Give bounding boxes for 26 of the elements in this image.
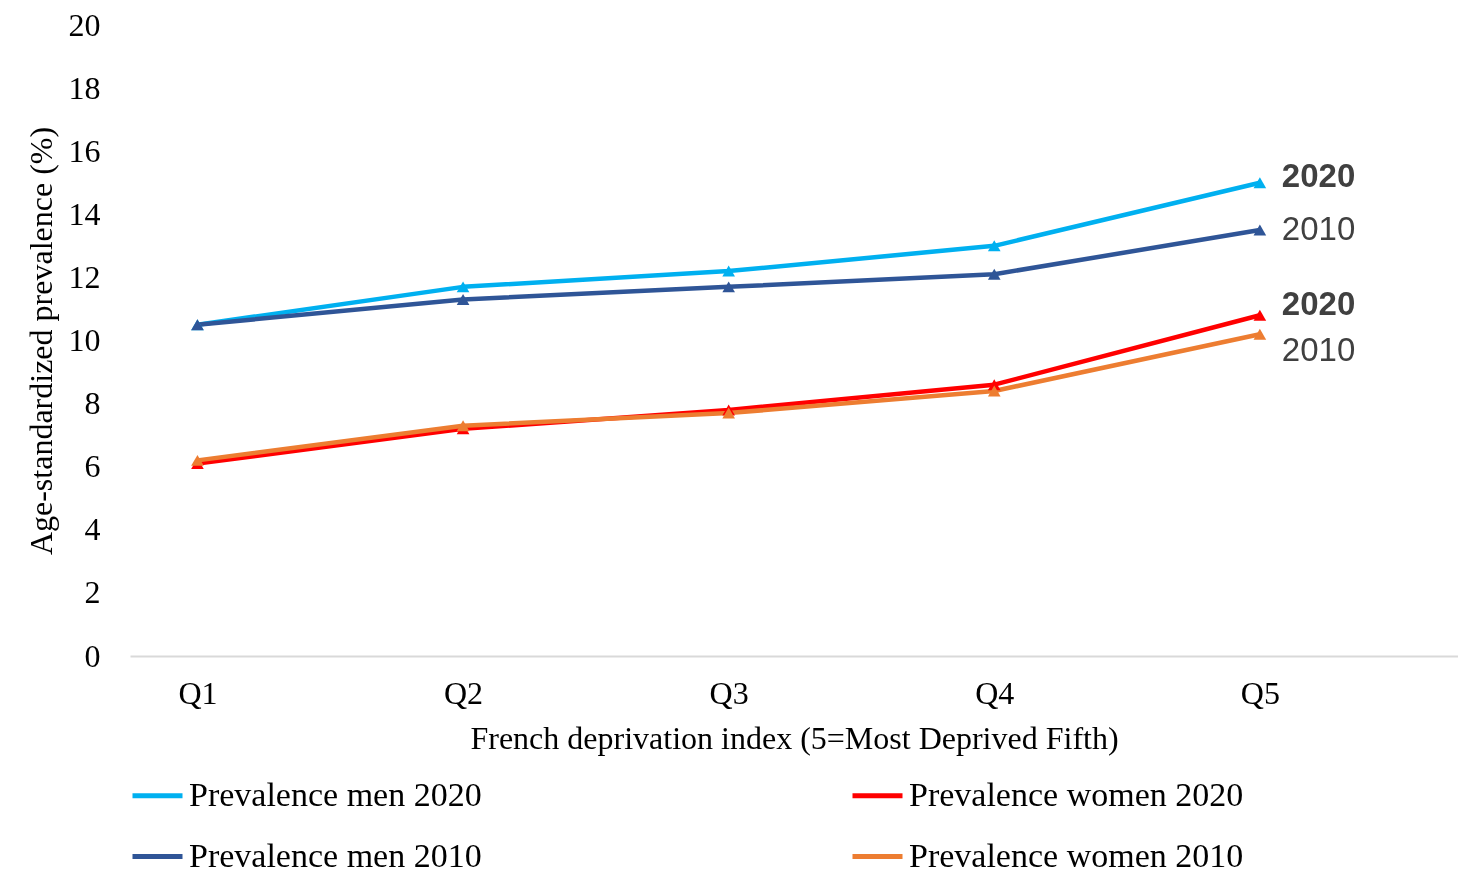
x-tick-label: Q5: [1240, 674, 1280, 711]
y-tick-label: 2: [84, 574, 101, 611]
annotation: 2010: [1281, 210, 1356, 248]
y-tick-label: 16: [68, 132, 101, 169]
x-tick-label: Q4: [975, 674, 1015, 711]
y-tick-label: 14: [68, 195, 101, 232]
y-tick-label: 4: [84, 511, 101, 548]
y-tick-label: 8: [84, 385, 101, 422]
y-tick-label: 20: [68, 6, 101, 43]
y-tick-label: 18: [68, 69, 101, 106]
y-tick-label: 12: [68, 258, 101, 295]
y-tick-label: 6: [84, 448, 101, 485]
legend-label: Prevalence men 2010: [189, 836, 482, 874]
y-tick-label: 10: [68, 322, 101, 358]
x-axis-title: French deprivation index (5=Most Deprived Fifth): [470, 719, 1119, 756]
annotation: 2010: [1281, 331, 1356, 369]
y-tick-label: 0: [84, 637, 101, 674]
legend-label: Prevalence men 2020: [189, 775, 482, 813]
x-tick-label: Q3: [709, 674, 749, 711]
x-tick-label: Q1: [178, 674, 218, 711]
y-axis-title: Age-standardized prevalence (%): [22, 126, 59, 556]
annotation: 2020: [1281, 285, 1356, 323]
legend-label: Prevalence women 2020: [909, 775, 1244, 813]
legend-label: Prevalence women 2010: [909, 836, 1244, 874]
annotation: 2020: [1281, 156, 1356, 194]
x-tick-label: Q2: [444, 674, 484, 711]
